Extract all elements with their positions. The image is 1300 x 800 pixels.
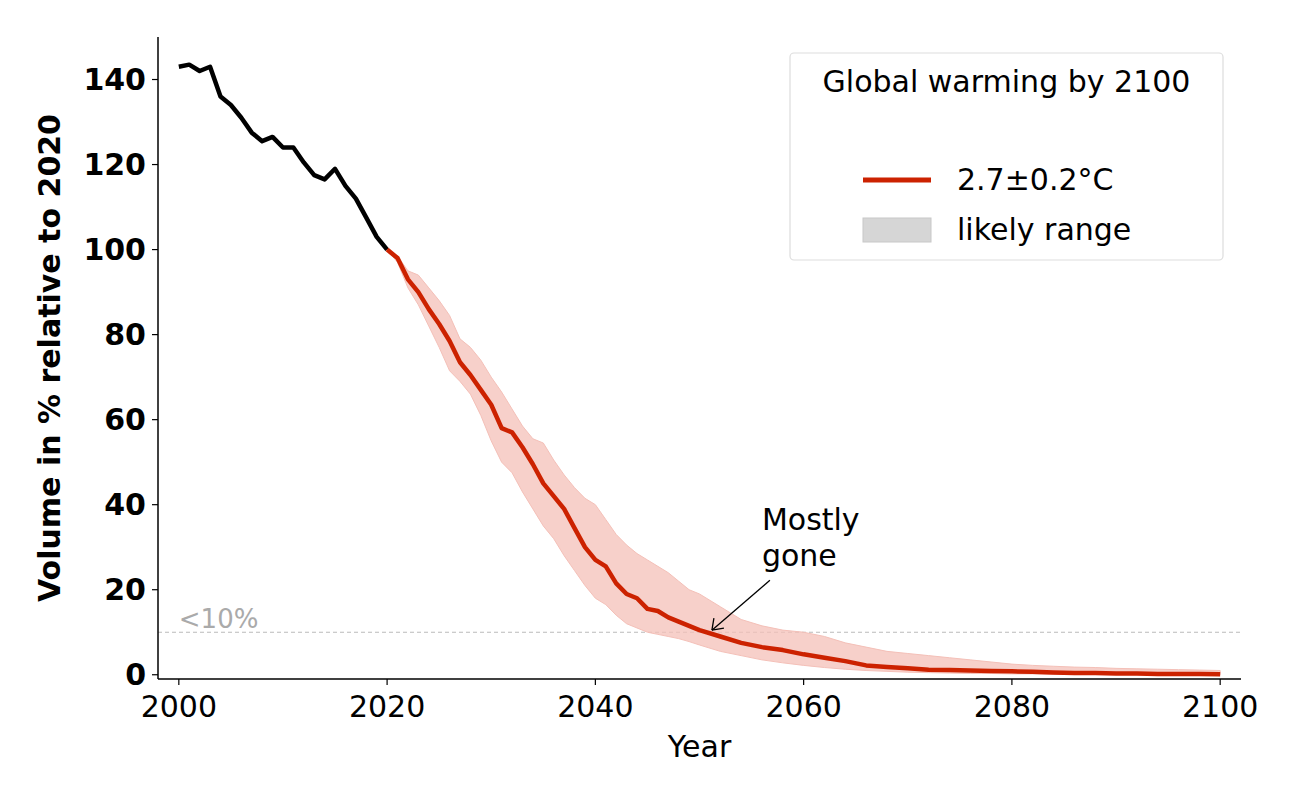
x-tick: [595, 679, 596, 685]
legend-swatch: [863, 218, 931, 242]
y-tick-label: 20: [104, 572, 146, 607]
y-tick: [152, 79, 158, 80]
x-tick-label: 2100: [1182, 689, 1258, 724]
x-tick-label: 2040: [557, 689, 633, 724]
y-tick-label: 140: [83, 62, 146, 97]
legend-swatch: [863, 178, 931, 183]
likely-range-band: [387, 250, 1220, 675]
y-tick: [152, 589, 158, 590]
x-tick-label: 2080: [974, 689, 1050, 724]
y-axis: [157, 37, 159, 679]
series-line: [387, 250, 1220, 675]
y-tick-label: 0: [125, 657, 146, 692]
x-tick-label: 2000: [141, 689, 217, 724]
y-tick-label: 100: [83, 232, 146, 267]
x-axis-label: Year: [667, 729, 732, 764]
legend-box: [790, 53, 1223, 260]
x-tick-label: 2020: [349, 689, 425, 724]
y-tick: [152, 249, 158, 250]
y-tick: [152, 419, 158, 420]
annotation-line: gone: [762, 538, 837, 573]
y-tick-label: 60: [104, 402, 146, 437]
reference-label: <10%: [179, 604, 259, 634]
legend-label: 2.7±0.2°C: [957, 162, 1114, 197]
x-tick: [1220, 679, 1221, 685]
y-tick: [152, 674, 158, 675]
chart: <10%200020202040206020802100020406080100…: [0, 0, 1300, 800]
annotation-line: Mostly: [762, 502, 860, 537]
y-tick: [152, 334, 158, 335]
annotation: Mostlygone: [762, 502, 860, 573]
legend-title: Global warming by 2100: [823, 64, 1191, 99]
x-axis: [158, 678, 1241, 680]
y-tick-label: 120: [83, 147, 146, 182]
x-tick: [178, 679, 179, 685]
y-tick-label: 80: [104, 317, 146, 352]
x-tick: [386, 679, 387, 685]
annotation-arrowhead: [712, 618, 724, 630]
y-tick-label: 40: [104, 487, 146, 522]
legend-label: likely range: [957, 212, 1131, 247]
annotation-arrow: [712, 580, 770, 630]
x-tick: [803, 679, 804, 685]
series-line: [179, 65, 387, 250]
y-axis-label: Volume in % relative to 2020: [32, 114, 67, 602]
x-tick-label: 2060: [765, 689, 841, 724]
x-tick: [1011, 679, 1012, 685]
y-tick: [152, 504, 158, 505]
y-tick: [152, 164, 158, 165]
